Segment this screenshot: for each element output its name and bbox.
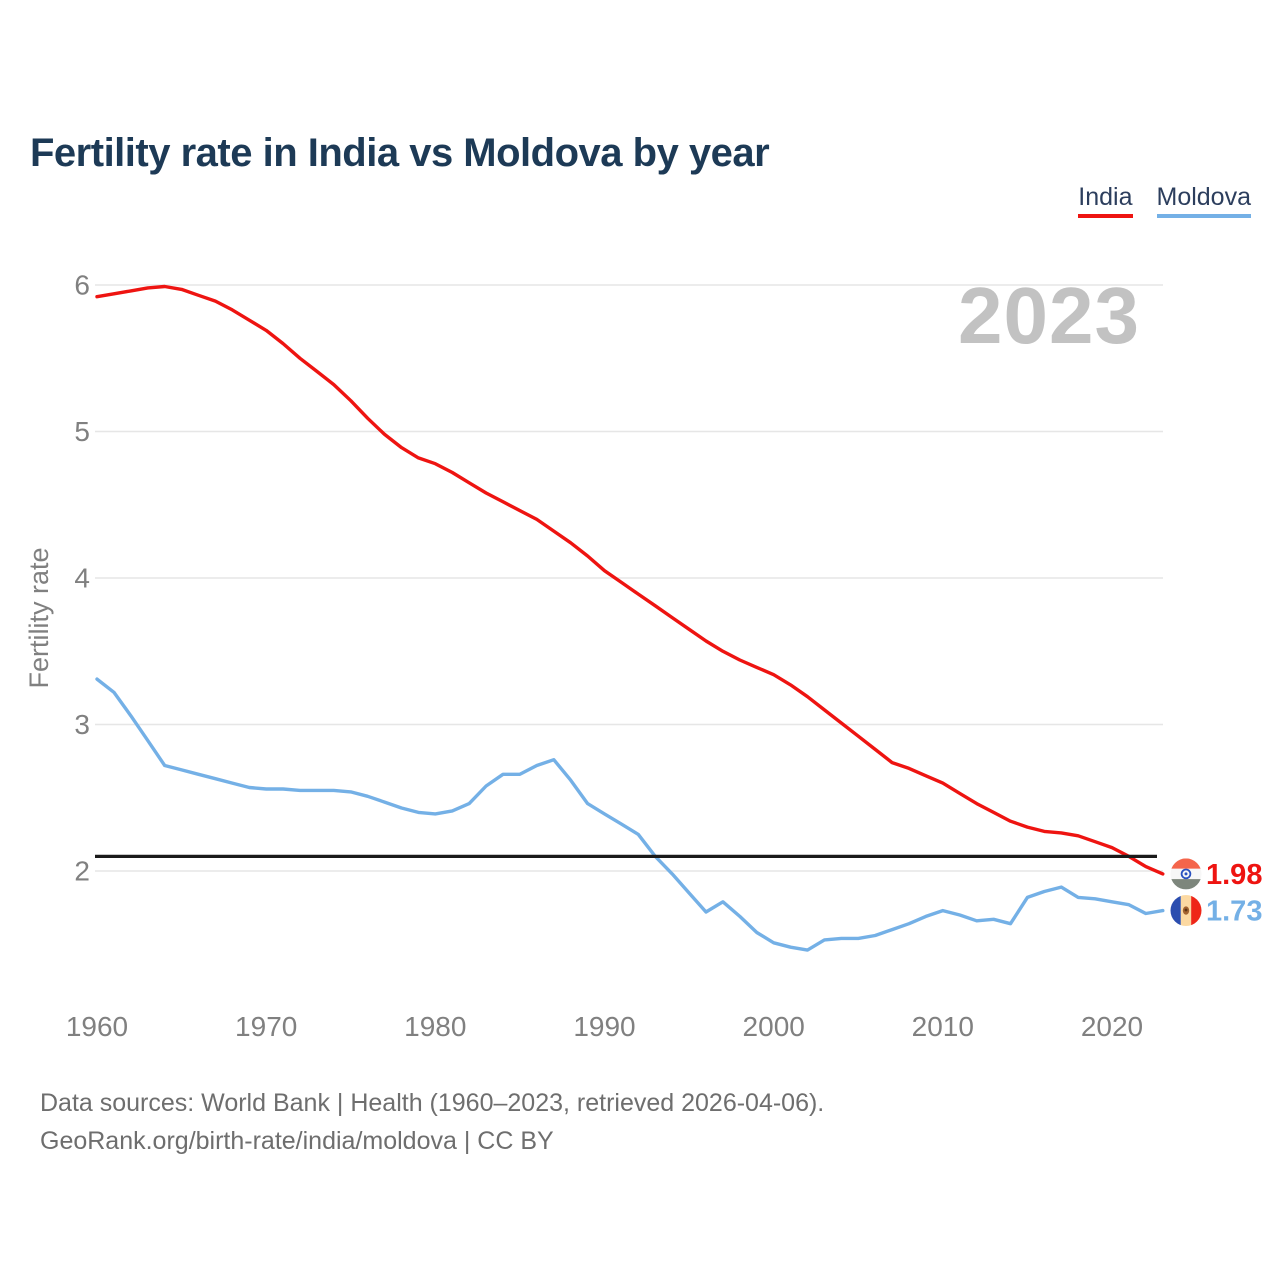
chart-footer: Data sources: World Bank | Health (1960–… bbox=[40, 1084, 824, 1160]
x-tick-label-2020: 2020 bbox=[1081, 1011, 1143, 1042]
x-tick-label-2010: 2010 bbox=[912, 1011, 974, 1042]
x-tick-label-1990: 1990 bbox=[573, 1011, 635, 1042]
footer-sources-line: Data sources: World Bank | Health (1960–… bbox=[40, 1089, 825, 1117]
x-tick-label-1960: 1960 bbox=[66, 1011, 128, 1042]
x-tick-label-1970: 1970 bbox=[235, 1011, 297, 1042]
series-line-india[interactable] bbox=[95, 284, 1165, 876]
india-flag-icon bbox=[1170, 858, 1202, 890]
x-tick-label-2000: 2000 bbox=[743, 1011, 805, 1042]
x-tick-label-1980: 1980 bbox=[404, 1011, 466, 1042]
series-line-moldova[interactable] bbox=[95, 677, 1165, 952]
legend-item-moldova[interactable]: Moldova bbox=[1156, 183, 1251, 218]
end-value-india: 1.98 bbox=[1206, 859, 1262, 891]
moldova-flag-icon bbox=[1170, 895, 1202, 927]
y-tick-label-6: 6 bbox=[74, 270, 90, 301]
chart-title: Fertility rate in India vs Moldova by ye… bbox=[30, 130, 770, 175]
y-tick-label-4: 4 bbox=[74, 563, 90, 594]
end-value-moldova: 1.73 bbox=[1206, 896, 1262, 928]
y-tick-label-3: 3 bbox=[74, 709, 90, 740]
footer-attribution-line: GeoRank.org/birth-rate/india/moldova | C… bbox=[40, 1127, 554, 1155]
legend-label-moldova[interactable]: Moldova bbox=[1156, 183, 1251, 218]
legend-item-india[interactable]: India bbox=[1078, 183, 1133, 218]
y-tick-label-5: 5 bbox=[74, 416, 90, 447]
chart-legend: India Moldova bbox=[1078, 183, 1251, 218]
watermark-year: 2023 bbox=[958, 271, 1140, 360]
y-axis-label: Fertility rate bbox=[24, 547, 54, 688]
y-tick-label-2: 2 bbox=[74, 856, 90, 887]
legend-label-india[interactable]: India bbox=[1078, 183, 1133, 218]
